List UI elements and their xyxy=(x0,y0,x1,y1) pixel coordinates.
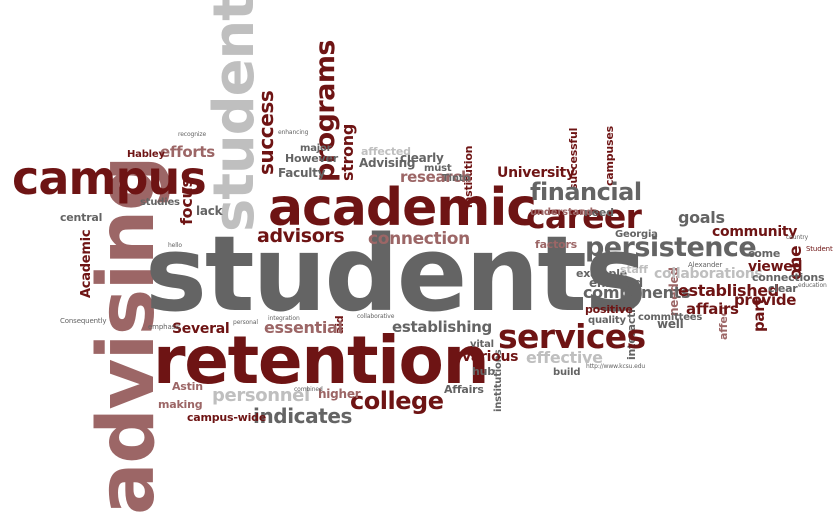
word-education: education xyxy=(798,282,827,289)
word-hello: hello xyxy=(168,242,182,249)
word-astin: Astin xyxy=(172,380,203,393)
word-build: build xyxy=(553,367,581,378)
word-advising-cap: Advising xyxy=(359,156,416,170)
word-financial: financial xyxy=(530,178,642,206)
word-essential: essential xyxy=(264,318,343,337)
word-lack: lack xyxy=(196,204,223,218)
word-retention: retention xyxy=(153,322,490,399)
word-major: major xyxy=(300,143,332,154)
word-habley: Habley xyxy=(127,149,165,160)
word-campus: campus xyxy=(12,151,207,205)
word-clear: clear xyxy=(768,282,798,295)
word-affected: affected xyxy=(361,145,411,158)
word-come: come xyxy=(748,247,781,260)
word-career: career xyxy=(526,197,642,236)
word-college: college xyxy=(350,387,444,415)
word-positive: positive xyxy=(585,303,633,316)
word-recognize: recognize xyxy=(178,131,207,138)
word-effective: effective xyxy=(526,348,603,367)
word-connections: connections xyxy=(752,271,825,284)
word-consequently: Consequently xyxy=(60,317,107,325)
word-staff: staff xyxy=(620,263,648,276)
word-personnel: personnel xyxy=(212,385,310,406)
word-well: well xyxy=(657,317,684,331)
word-viewed: viewed xyxy=(748,259,803,275)
word-goals: goals xyxy=(678,208,725,227)
word-alexander: Alexander xyxy=(688,261,723,269)
word-clearly: clearly xyxy=(400,151,444,165)
word-enhancing: enhancing xyxy=(278,129,309,136)
word-georgia: Georgia xyxy=(615,229,658,240)
word-advisors: advisors xyxy=(257,225,345,247)
word-collaborative: collaborative xyxy=(357,313,395,320)
word-central: central xyxy=(60,211,103,224)
word-persistence: persistence xyxy=(585,232,757,263)
word-success: success xyxy=(254,90,278,175)
word-factors: factors xyxy=(535,238,577,251)
word-studies: studies xyxy=(140,197,180,208)
word-url: http://www.kcsu.edu xyxy=(586,363,646,370)
word-academic: academic xyxy=(268,178,537,238)
word-student-cap: Student xyxy=(806,245,833,253)
word-enrolled: enrolled xyxy=(589,276,643,290)
word-academic-cap: Academic xyxy=(79,229,94,298)
word-affairs: affairs xyxy=(686,300,739,318)
word-community: community xyxy=(712,224,798,240)
word-established: established xyxy=(678,281,779,300)
word-personal: personal xyxy=(233,319,258,326)
word-components: components xyxy=(583,283,691,302)
word-services: services xyxy=(498,317,646,356)
word-committees: committees xyxy=(638,312,703,323)
word-strong: strong xyxy=(338,124,357,181)
word-quality: quality xyxy=(588,315,626,326)
word-campus-wide: campus-wide xyxy=(187,411,267,424)
word-combined: combined xyxy=(294,386,323,393)
word-university: University xyxy=(497,165,575,181)
word-example: example xyxy=(576,267,628,280)
word-tinto: Tinto xyxy=(442,173,471,184)
word-research: research xyxy=(400,168,472,186)
word-collaborations: collaborations xyxy=(654,266,763,282)
word-campuses: campuses xyxy=(603,126,616,186)
word-must: must xyxy=(424,163,452,174)
word-affairs-cap: Affairs xyxy=(444,383,484,396)
word-several: Several xyxy=(172,321,230,337)
word-vital: vital xyxy=(470,339,494,350)
word-students: students xyxy=(145,213,647,335)
word-various: various xyxy=(462,349,519,365)
word-higher: higher xyxy=(318,387,361,401)
word-country: country xyxy=(786,234,809,241)
word-indicates: indicates xyxy=(253,404,353,428)
word-faculty: Faculty xyxy=(278,166,326,180)
word-emphasis: emphasis xyxy=(148,323,181,331)
word-efforts: efforts xyxy=(160,143,215,161)
word-integration: integration xyxy=(268,315,300,322)
word-need: need xyxy=(584,206,614,219)
word-hub: hub xyxy=(472,365,495,378)
word-making: making xyxy=(158,398,203,411)
word-connection: connection xyxy=(368,229,470,249)
word-understand: understand xyxy=(530,207,593,218)
word-provide: provide xyxy=(734,291,797,309)
word-establishing: establishing xyxy=(392,318,492,336)
word-however: However xyxy=(285,152,338,165)
